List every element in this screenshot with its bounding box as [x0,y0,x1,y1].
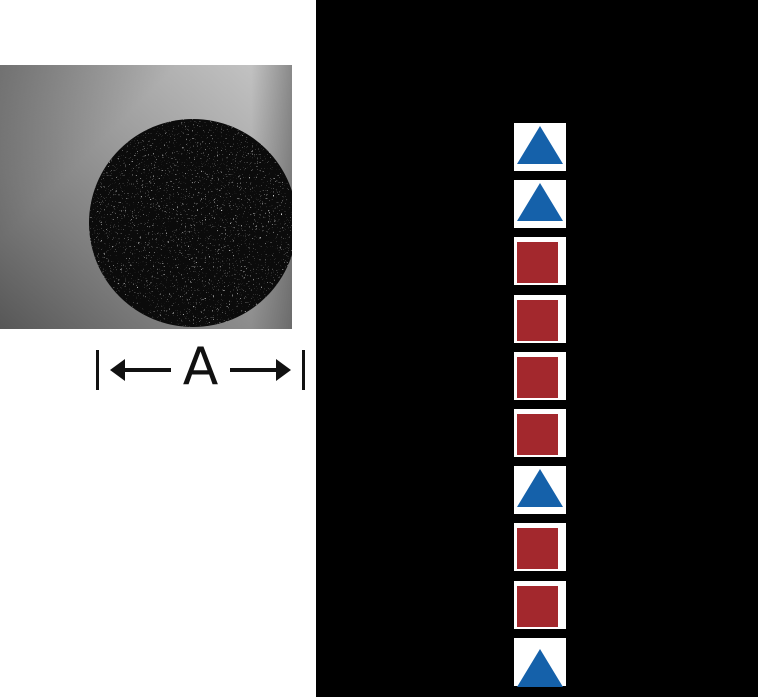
square-icon [517,528,558,569]
dimension-tick-right [301,350,305,390]
triangle-icon [517,469,563,507]
strip-cell [514,523,566,571]
left-arrow-icon [110,359,172,381]
square-icon [517,300,558,341]
strip-cell [514,581,566,629]
dimension-tick-left [96,350,99,390]
square-icon [517,357,558,398]
strip-cell [514,409,566,457]
dimension-label: A [182,337,219,397]
dimension-annotation: A [96,337,305,397]
right-arrow-icon [229,359,291,381]
strip-cell [514,237,566,285]
square-icon [517,242,558,283]
square-icon [517,414,558,455]
strip-cell [514,295,566,343]
triangle-icon [517,183,563,221]
triangle-icon [517,649,563,687]
strip-cell [514,123,566,171]
cord-speckle-texture [89,119,292,327]
strip-cell [514,638,566,687]
strip-cell [514,466,566,514]
triangle-icon [517,126,563,164]
product-photo [0,65,292,329]
indicator-strip [514,123,566,697]
black-side-panel [316,0,758,697]
cord-cross-section-image [89,119,292,327]
square-icon [517,586,558,627]
strip-cell [514,352,566,400]
strip-cell [514,180,566,228]
